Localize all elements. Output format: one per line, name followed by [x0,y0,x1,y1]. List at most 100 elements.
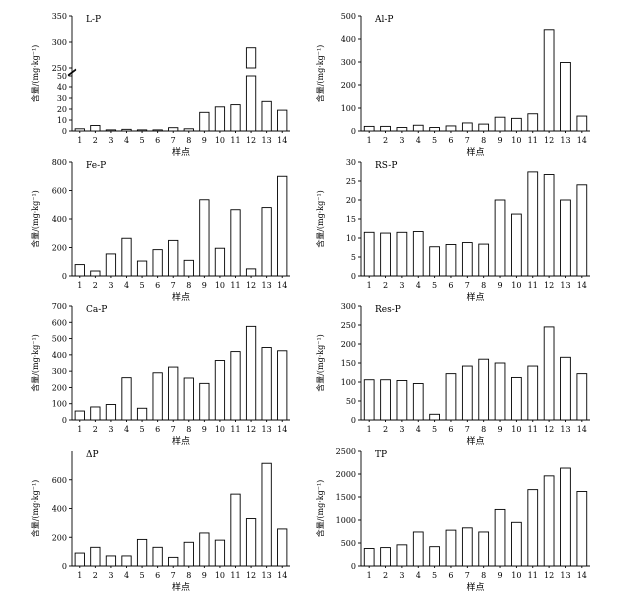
x-tick-label: 8 [481,571,486,580]
y-tick-label: 100 [341,378,356,387]
x-tick-label: 11 [230,571,240,580]
x-tick-label: 9 [202,571,207,580]
y-tick-label: 1500 [336,493,356,502]
y-tick-label: 150 [341,359,356,368]
x-tick-label: 5 [140,425,145,434]
y-tick-label: 500 [52,335,67,344]
x-tick-label: 6 [155,136,160,145]
y-tick-label: 300 [341,58,356,67]
x-tick-label: 3 [108,281,113,290]
bar [494,362,506,421]
x-tick-label: 13 [262,281,272,290]
bar [168,556,179,567]
y-tick-label: 300 [52,367,67,376]
bar [527,489,539,567]
x-tick-label: 13 [262,571,272,580]
x-tick-label: 2 [93,281,98,290]
bar [136,538,148,567]
x-tick-label: 7 [171,425,176,434]
bar [363,548,375,567]
bar [494,116,506,132]
x-tick-label: 14 [577,281,587,290]
bar [277,109,288,132]
bar [152,372,163,421]
bar [183,541,194,567]
y-tick-label: 50 [346,397,356,406]
bar [168,127,179,132]
bar [380,232,391,277]
y-tick-label: 100 [341,104,356,113]
x-tick-label: 9 [202,425,207,434]
bar [277,350,288,421]
x-tick-label: 5 [432,281,437,290]
x-tick-label: 3 [108,136,113,145]
x-tick-label: 7 [465,281,470,290]
bar [478,358,490,421]
x-tick-label: 7 [171,136,176,145]
y-tick-label: 200 [52,533,67,542]
bar [527,113,539,132]
y-axis-label: 含量/(mg·kg⁻¹) [30,334,40,392]
y-tick-label: 250 [52,64,67,73]
x-tick-label: 1 [77,425,82,434]
bar [105,129,117,132]
bar [543,475,555,567]
bar [461,242,473,277]
y-tick-label: 250 [341,321,356,330]
bar [214,106,226,132]
bar [245,268,257,277]
x-tick-label: 10 [215,136,225,145]
x-tick-label: 8 [186,136,191,145]
bar [412,124,424,132]
bar [152,249,163,277]
bar [445,125,457,132]
y-tick-label: 600 [52,187,67,196]
y-tick-label: 350 [52,12,67,21]
bar [245,518,257,567]
bar [121,555,132,567]
x-tick-label: 3 [399,571,404,580]
bar [199,111,210,132]
panel-title: TP [375,450,387,460]
y-tick-label: 500 [341,539,356,548]
bar [478,531,490,567]
bar [461,122,473,132]
y-tick-label: 0 [351,416,356,425]
bar [199,382,210,421]
x-tick-label: 12 [544,425,554,434]
x-tick-label: 11 [528,571,538,580]
x-axis-label: 样点 [466,291,484,303]
bar [527,171,539,277]
x-tick-label: 11 [230,425,240,434]
x-tick-label: 14 [577,136,587,145]
bar [121,128,132,132]
panel-title: Res-P [375,305,401,315]
x-tick-label: 12 [246,425,256,434]
x-tick-label: 2 [383,281,388,290]
x-tick-label: 9 [202,136,207,145]
x-axis-label: 样点 [466,435,484,447]
x-tick-label: 2 [93,425,98,434]
x-tick-label: 3 [108,425,113,434]
y-tick-label: 25 [346,177,356,186]
bar [363,379,375,421]
x-tick-label: 11 [528,136,538,145]
x-tick-label: 3 [399,425,404,434]
bar [560,199,571,277]
y-tick-label: 500 [341,12,356,21]
bar [396,544,408,567]
bar [363,125,375,132]
x-tick-label: 2 [383,425,388,434]
bar [445,529,457,567]
x-tick-label: 11 [230,136,240,145]
bar [461,365,473,421]
x-tick-label: 9 [497,281,502,290]
y-tick-label: 400 [341,35,356,44]
bar [183,128,194,132]
y-tick-label: 0 [351,562,356,571]
x-axis-label: 样点 [172,291,190,303]
y-axis-label: 含量/(mg·kg⁻¹) [30,45,40,103]
y-tick-label: 400 [52,351,67,360]
y-tick-label: 40 [57,83,67,92]
y-tick-label: 0 [62,562,67,571]
